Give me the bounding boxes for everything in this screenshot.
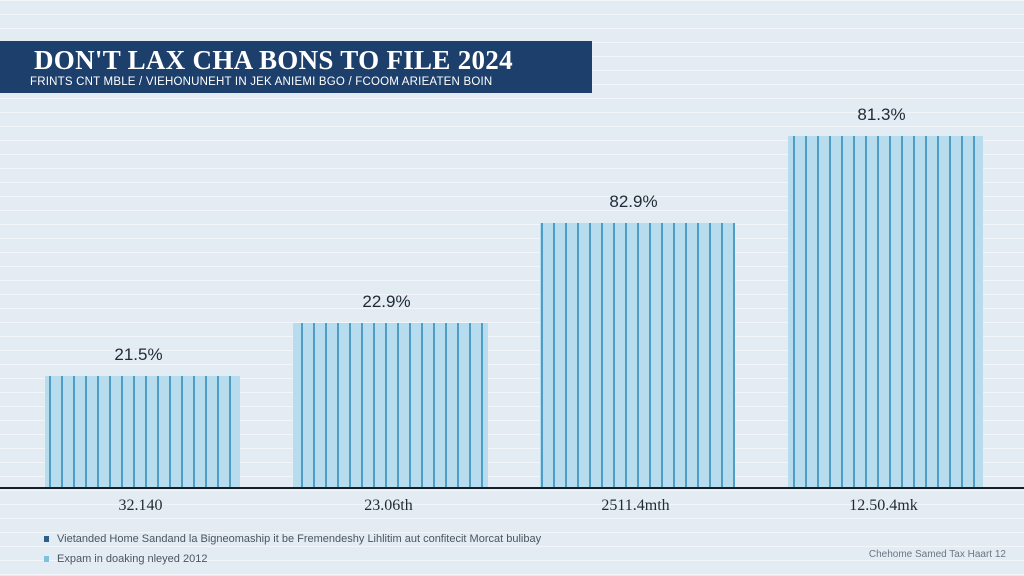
legend-item: Vietanded Home Sandand la Bigneomaship i… [44,529,541,549]
category-label: 2511.4mth [601,497,669,514]
data-label: 22.9% [362,292,410,311]
legend: Vietanded Home Sandand la Bigneomaship i… [44,529,541,569]
data-label: 21.5% [114,345,162,364]
legend-label: Expam in doaking nleyed 2012 [57,553,208,565]
category-label: 32.140 [119,497,163,514]
legend-swatch-light [44,556,49,562]
data-label: 81.3% [857,105,905,124]
bar-1 [45,376,240,488]
title-banner: DON'T LAX CHA BONS TO FILE 2024 FRINTS C… [0,41,592,93]
source-note: Chehome Samed Tax Haart 12 [868,549,1006,560]
data-label: 82.9% [609,192,657,211]
legend-label: Vietanded Home Sandand la Bigneomaship i… [57,533,542,545]
bar-3 [540,223,735,488]
chart-title: DON'T LAX CHA BONS TO FILE 2024 [34,45,513,75]
chart-subtitle: FRINTS CNT MBLE / VIEHONUNEHT IN JEK ANI… [30,76,493,88]
category-label: 12.50.4mk [849,497,917,514]
bar-2 [293,323,488,488]
category-label: 23.06th [364,497,412,514]
bar-4 [788,136,983,488]
legend-item: Expam in doaking nleyed 2012 [44,549,541,569]
legend-swatch-dark [44,536,49,542]
